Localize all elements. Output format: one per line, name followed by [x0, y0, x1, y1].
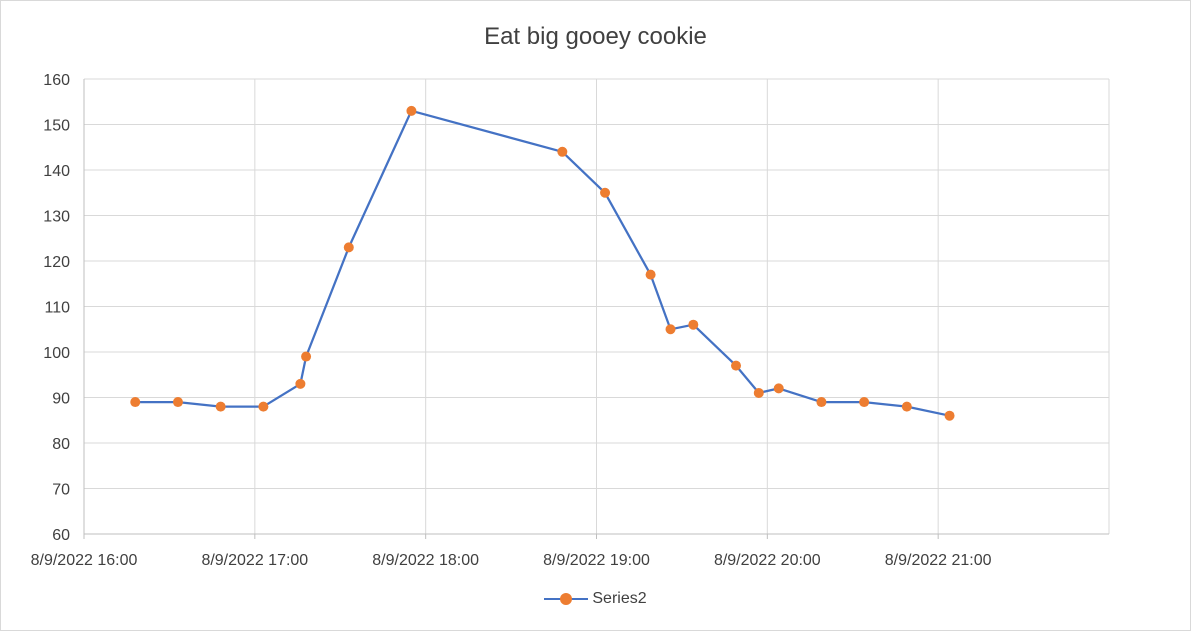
x-tick-label: 8/9/2022 18:00: [372, 552, 479, 569]
y-tick-label: 140: [43, 163, 70, 180]
data-point: [901, 401, 912, 412]
y-tick-label: 60: [52, 527, 70, 544]
y-tick-label: 130: [43, 209, 70, 226]
data-point: [406, 105, 417, 116]
y-tick-label: 100: [43, 345, 70, 362]
data-point: [645, 269, 656, 280]
y-tick-label: 150: [43, 118, 70, 135]
x-tick-label: 8/9/2022 17:00: [201, 552, 308, 569]
x-tick-label: 8/9/2022 19:00: [543, 552, 650, 569]
x-tick-label: 8/9/2022 21:00: [885, 552, 992, 569]
series-line: [135, 109, 950, 417]
data-point: [753, 387, 764, 398]
y-tick-label: 70: [52, 482, 70, 499]
data-point: [859, 397, 870, 408]
x-tick-label: 8/9/2022 16:00: [31, 552, 138, 569]
data-point: [301, 351, 312, 362]
data-point: [172, 397, 183, 408]
data-point: [258, 401, 269, 412]
data-point: [215, 401, 226, 412]
legend-marker-icon: [544, 592, 589, 606]
data-point: [731, 360, 742, 371]
data-point: [557, 146, 568, 157]
chart-title: Eat big gooey cookie: [484, 23, 707, 50]
y-tick-label: 160: [43, 72, 70, 89]
data-point: [130, 397, 141, 408]
y-tick-label: 110: [44, 300, 70, 317]
data-point: [343, 242, 354, 253]
y-tick-label: 120: [43, 254, 70, 271]
legend: Series2: [1, 590, 1190, 608]
data-point: [944, 410, 955, 421]
x-tick-label: 8/9/2022 20:00: [714, 552, 821, 569]
y-tick-label: 90: [52, 391, 70, 408]
data-point: [295, 378, 306, 389]
y-tick-label: 80: [52, 436, 70, 453]
data-point: [688, 319, 699, 330]
data-point: [773, 383, 784, 394]
data-point: [600, 187, 611, 198]
data-point: [816, 397, 827, 408]
legend-entry-series2: Series2: [592, 590, 647, 607]
data-point: [665, 324, 676, 335]
